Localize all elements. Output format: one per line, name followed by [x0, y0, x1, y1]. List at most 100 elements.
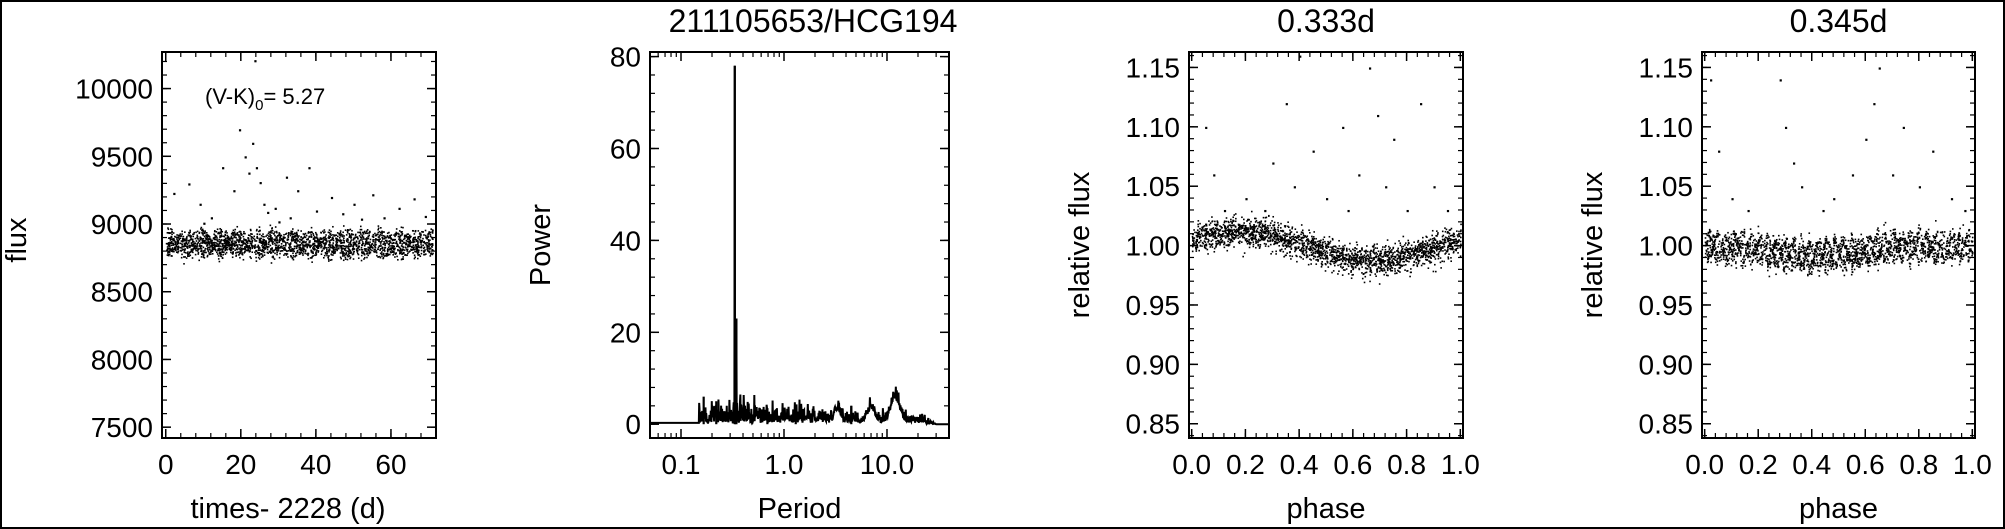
data-point — [1413, 252, 1415, 255]
data-point — [1270, 227, 1273, 229]
data-point — [388, 236, 390, 239]
data-point — [1303, 253, 1305, 256]
data-point — [312, 252, 314, 255]
data-point — [1272, 215, 1275, 218]
data-point — [417, 254, 419, 256]
data-point — [1444, 239, 1447, 242]
data-point — [263, 249, 265, 252]
data-point — [354, 233, 357, 236]
data-point — [226, 246, 229, 249]
data-point — [1455, 242, 1458, 245]
data-point — [203, 235, 206, 238]
data-point — [1279, 229, 1282, 232]
data-point — [1422, 245, 1424, 247]
data-point — [1257, 231, 1260, 234]
data-point — [1205, 247, 1207, 250]
data-point — [1232, 237, 1235, 240]
data-point — [191, 238, 193, 241]
data-point — [1428, 260, 1430, 262]
data-point — [1442, 247, 1444, 249]
data-point — [339, 252, 342, 254]
data-point — [1205, 224, 1208, 227]
data-point — [335, 248, 337, 251]
data-point — [1283, 237, 1286, 240]
data-point — [413, 233, 416, 235]
data-point — [402, 248, 405, 251]
data-point — [1201, 230, 1203, 232]
data-point — [424, 229, 427, 232]
data-point — [1386, 239, 1389, 241]
data-point — [1347, 265, 1350, 268]
data-point — [263, 243, 266, 246]
data-point — [194, 242, 197, 245]
data-point — [417, 230, 420, 232]
data-point — [1441, 235, 1444, 238]
data-point — [1360, 258, 1363, 260]
data-point — [276, 236, 278, 239]
data-point — [186, 239, 188, 242]
data-point — [1219, 234, 1222, 236]
data-point — [1443, 243, 1445, 246]
data-point — [1311, 243, 1314, 246]
data-point — [312, 234, 315, 237]
data-point — [375, 250, 378, 252]
data-point — [1226, 235, 1228, 237]
data-point — [283, 233, 285, 236]
data-point — [1289, 231, 1292, 234]
data-point — [1366, 257, 1369, 260]
data-point — [1435, 253, 1438, 256]
data-point — [1341, 257, 1344, 259]
data-point — [1210, 244, 1213, 247]
data-point — [340, 235, 342, 237]
data-point — [410, 241, 413, 244]
data-point — [391, 247, 394, 249]
data-point — [1379, 253, 1381, 255]
data-point — [251, 247, 254, 250]
data-point — [240, 232, 242, 235]
data-point — [292, 237, 295, 240]
data-point — [1251, 225, 1254, 228]
data-point — [1300, 256, 1303, 259]
data-point — [366, 256, 368, 259]
data-point — [230, 244, 233, 247]
data-point — [281, 249, 284, 252]
data-point — [1220, 227, 1223, 229]
flare-point — [383, 217, 386, 220]
data-point — [170, 236, 173, 238]
y-axis-label: Power — [525, 204, 557, 287]
data-point — [377, 256, 379, 258]
data-point — [1460, 230, 1462, 233]
data-point — [308, 235, 311, 238]
data-point — [1371, 264, 1373, 267]
data-point — [221, 257, 224, 259]
data-point — [182, 239, 184, 242]
data-point — [393, 234, 395, 236]
data-point — [302, 250, 305, 253]
data-point — [1342, 269, 1345, 271]
data-point — [1443, 242, 1445, 245]
data-point — [1392, 263, 1395, 265]
data-point — [265, 243, 267, 246]
data-point — [378, 238, 380, 241]
data-point — [1229, 233, 1232, 236]
data-point — [1223, 243, 1225, 246]
data-point — [405, 242, 408, 244]
data-point — [422, 250, 425, 252]
data-point — [357, 231, 359, 234]
data-point — [378, 230, 381, 233]
data-point — [207, 235, 209, 238]
data-point — [1367, 260, 1370, 262]
data-point — [220, 255, 223, 258]
data-point — [1244, 226, 1247, 229]
data-point — [1282, 242, 1285, 245]
data-point — [1256, 227, 1259, 230]
data-point — [1414, 258, 1417, 261]
data-point — [240, 249, 242, 252]
data-point — [1376, 268, 1378, 271]
data-point — [275, 230, 278, 233]
data-point — [1423, 263, 1426, 265]
data-point — [317, 243, 320, 246]
data-point — [263, 239, 266, 241]
data-point — [295, 231, 298, 234]
data-point — [1231, 222, 1233, 225]
